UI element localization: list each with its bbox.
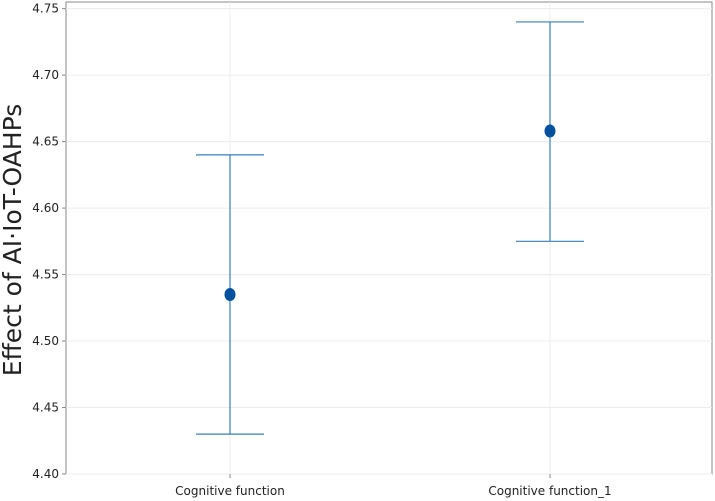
interval-2 [516,21,584,242]
x-tick-label: Cognitive function_1 [488,484,611,498]
interval-1 [196,154,264,435]
x-axis: Cognitive function Cognitive function_1 [175,474,612,498]
interval-series [196,21,584,435]
y-tick-label: 4.40 [32,467,59,481]
y-tick-label: 4.60 [32,201,59,215]
y-tick-label: 4.65 [32,135,59,149]
plot-frame [65,1,713,475]
y-tick-label: 4.55 [32,268,59,282]
y-axis: 4.40 4.45 4.50 4.55 4.60 4.65 4.70 4.75 [32,2,66,481]
mean-point [544,124,556,138]
y-tick-label: 4.50 [32,334,59,348]
mean-point [224,288,236,302]
y-axis-label: Effect of AI·IoT-OAHPs [0,104,27,377]
y-tick-label: 4.45 [32,401,59,415]
x-tick-label: Cognitive function [175,484,285,498]
y-tick-label: 4.75 [32,2,59,16]
y-tick-label: 4.70 [32,68,59,82]
